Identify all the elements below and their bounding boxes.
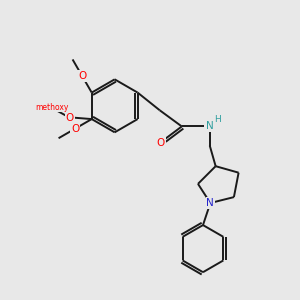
Text: O: O [78,71,86,81]
Text: O: O [157,138,165,148]
Text: N: N [206,122,214,131]
Text: methoxy: methoxy [35,103,69,112]
Text: O: O [71,124,79,134]
Text: H: H [214,116,221,124]
Text: N: N [206,198,214,208]
Text: O: O [65,112,74,123]
